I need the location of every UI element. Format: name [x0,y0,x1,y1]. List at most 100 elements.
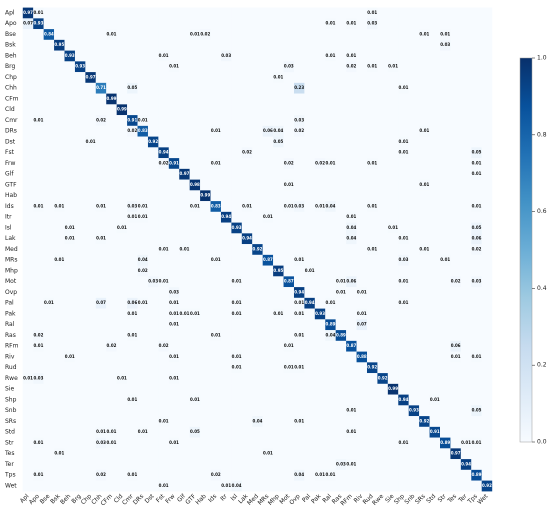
cell [116,125,128,137]
cell [220,287,232,298]
cell [74,104,86,116]
cell [283,287,295,298]
cell [200,416,211,427]
cell [262,416,274,427]
cell [262,82,274,94]
cell-label: 0.01 [294,257,304,262]
cell [85,50,96,62]
cell-label: 0.04 [346,225,356,230]
cell [106,115,117,126]
cell [419,222,430,234]
cell [74,147,86,159]
cell [179,469,190,481]
cell [168,201,180,212]
cell-label: 0.87 [346,343,356,348]
cell [398,179,409,191]
cell [137,276,149,288]
cell [356,308,368,320]
cell [429,437,441,449]
row-label: Rud [5,364,17,371]
cell-label: 0.02 [200,31,210,36]
cell [95,179,107,191]
cell [22,351,34,363]
cell [189,168,201,180]
cell [200,201,211,212]
cell [158,168,169,180]
cell [95,373,107,384]
cell [220,115,232,126]
cell-label: 0.03 [399,257,409,262]
cell [471,104,482,116]
cell [273,287,284,298]
cell [179,93,190,105]
cell [137,104,149,116]
cell [398,233,409,245]
cell [366,254,378,266]
cell-label: 0.02 [96,472,106,477]
cell [116,373,128,384]
cell [43,179,55,191]
cell [54,158,65,169]
cell [408,308,420,320]
cell [450,201,461,212]
cell [127,265,138,277]
cell [158,211,169,223]
cell [168,254,180,266]
cell [241,50,253,62]
cell [147,480,159,492]
cell-label: 0.02 [472,246,482,251]
cell [147,29,159,40]
cell [22,93,34,105]
cell-label: 0.01 [54,257,64,262]
cell [293,340,305,352]
cell [43,222,55,234]
cell [168,448,180,460]
cell-label: 0.01 [294,365,304,370]
cell [440,233,451,245]
cell [419,147,430,159]
cell [43,405,55,417]
cell [283,394,295,406]
cell [325,190,336,202]
cell [377,319,388,331]
cell [471,459,482,470]
cell [33,254,44,266]
cell [283,50,295,62]
cell [231,147,242,159]
cell [283,437,295,449]
cell [471,125,482,137]
cell [293,147,305,159]
cell [283,168,295,180]
cell [440,82,451,94]
cell [189,72,201,83]
cell-label: 0.01 [190,397,200,402]
cell [356,136,368,148]
cell-label: 0.99 [107,96,117,101]
cell [137,201,149,212]
cell [398,373,409,384]
cell [471,308,482,320]
cell [64,448,75,460]
cell [304,308,315,320]
cell [106,93,117,105]
cell [366,104,378,116]
cell-label: 0.94 [399,397,409,402]
cell [231,168,242,180]
cell [168,416,180,427]
cell [356,330,368,341]
cell [116,469,128,481]
cell [356,416,368,427]
row-label: Isl [5,224,12,231]
cell-label: 0.93 [75,64,85,69]
cell [189,276,201,288]
cell [127,222,138,234]
cell [106,201,117,212]
cell [304,340,315,352]
cell [158,222,169,234]
cell [95,222,107,234]
cell [54,394,65,406]
cell [314,244,326,255]
cell [335,39,347,51]
cell [356,190,368,202]
cell [54,179,65,191]
